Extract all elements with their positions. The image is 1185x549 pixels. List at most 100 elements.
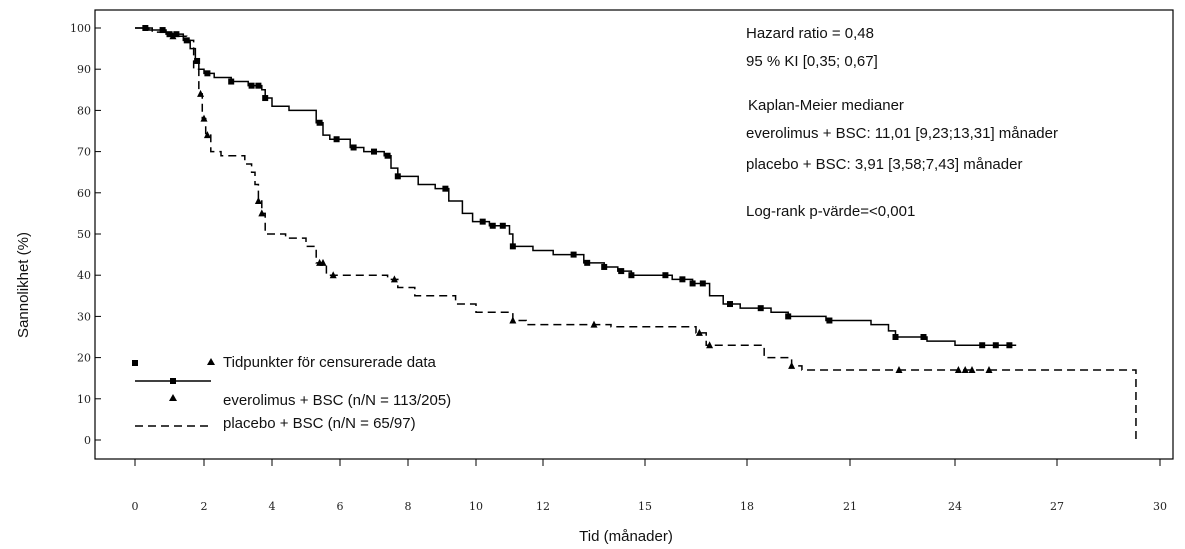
censor-square-marker (384, 152, 391, 159)
x-axis-label: Tid (månader) (579, 528, 673, 545)
y-tick-label: 100 (70, 22, 91, 35)
censor-square-marker (1006, 342, 1013, 349)
legend-everolimus-marker (170, 378, 176, 384)
x-tick-label: 30 (1153, 500, 1167, 513)
censor-square-marker (499, 222, 506, 229)
censor-triangle-marker (985, 365, 993, 373)
censor-square-marker (662, 272, 669, 279)
x-tick-label: 8 (405, 500, 412, 513)
series-layer (135, 25, 1137, 440)
placebo-curve (135, 27, 1137, 440)
censor-triangle-marker (390, 275, 398, 283)
y-tick-label: 90 (77, 63, 91, 76)
censor-square-marker (159, 27, 166, 34)
censor-triangle-marker (254, 197, 262, 205)
censor-square-marker (892, 334, 899, 340)
log-rank-text: Log-rank p-värde=<0,001 (746, 203, 915, 220)
y-axis-label: Sannolikhet (%) (15, 232, 32, 338)
legend-everolimus-label: everolimus + BSC (n/N = 113/205) (223, 392, 451, 409)
censor-triangle-marker (590, 320, 598, 328)
censor-square-marker (316, 119, 323, 126)
censor-square-marker (570, 251, 577, 258)
censor-square-marker (509, 243, 516, 250)
censor-square-marker (920, 334, 927, 340)
km-median-heading: Kaplan-Meier medianer (748, 97, 904, 114)
x-tick-label: 12 (536, 500, 550, 513)
confidence-interval-text: 95 % KI [0,35; 0,67] (746, 53, 878, 70)
censor-triangle-marker (695, 328, 703, 336)
legend-censor-square-icon (132, 360, 138, 366)
censor-square-marker (785, 313, 792, 320)
censor-square-marker (142, 25, 149, 31)
censor-square-marker (679, 276, 686, 283)
censor-square-marker (689, 280, 696, 287)
censor-square-marker (727, 301, 733, 308)
legend-censor-triangle-icon (207, 358, 215, 365)
censor-square-marker (194, 57, 201, 64)
censor-triangle-marker (954, 365, 962, 373)
x-tick-label: 27 (1050, 500, 1064, 513)
censor-square-marker (350, 144, 357, 151)
censor-square-marker (618, 268, 625, 275)
placebo-median-text: placebo + BSC: 3,91 [3,58;7,43] månader (746, 156, 1022, 173)
everolimus-median-text: everolimus + BSC: 11,01 [9,23;13,31] mån… (746, 125, 1058, 142)
x-axis: 0 2 4 6 8 10 12 15 18 21 24 27 30 (132, 459, 1167, 513)
y-tick-label: 70 (77, 146, 91, 159)
censor-square-marker (442, 185, 449, 192)
censor-triangle-marker (329, 271, 337, 279)
censor-triangle-marker (319, 258, 327, 266)
x-tick-label: 10 (469, 500, 483, 513)
censor-triangle-marker (509, 316, 517, 324)
censor-square-marker (262, 95, 269, 102)
censor-triangle-marker (169, 32, 177, 40)
x-tick-label: 21 (843, 500, 857, 513)
censor-square-marker (394, 173, 401, 180)
y-tick-label: 40 (77, 269, 91, 282)
censor-triangle-marker (197, 89, 205, 97)
censor-square-marker (979, 342, 986, 349)
censor-square-marker (628, 272, 635, 279)
censor-triangle-marker (788, 361, 796, 369)
everolimus-curve (135, 27, 1017, 346)
censor-square-marker (992, 342, 999, 349)
y-tick-label: 20 (77, 352, 91, 365)
censor-triangle-marker (706, 341, 714, 349)
y-tick-label: 80 (77, 104, 91, 117)
censor-square-marker (479, 218, 486, 225)
censor-square-marker (584, 259, 591, 266)
censor-triangle-marker (203, 131, 211, 139)
x-tick-label: 6 (337, 500, 344, 513)
x-tick-label: 24 (948, 500, 962, 513)
censor-square-marker (757, 305, 764, 312)
x-tick-label: 15 (638, 500, 652, 513)
legend-censor-label: Tidpunkter för censurerade data (223, 354, 437, 371)
x-tick-label: 4 (269, 500, 276, 513)
censor-triangle-marker (968, 365, 976, 373)
censor-triangle-marker (961, 365, 969, 373)
censor-triangle-marker (895, 365, 903, 373)
censor-square-marker (601, 263, 608, 270)
censor-square-marker (248, 82, 255, 89)
y-tick-label: 0 (84, 434, 91, 447)
x-tick-label: 18 (740, 500, 754, 513)
censor-square-marker (173, 31, 180, 38)
censor-triangle-marker (258, 209, 266, 217)
censor-triangle-marker (200, 114, 208, 122)
censor-square-marker (826, 317, 833, 324)
censor-square-marker (228, 78, 235, 85)
censor-square-marker (699, 280, 706, 287)
legend-triangle-icon (169, 394, 177, 401)
legend-placebo-label: placebo + BSC (n/N = 65/97) (223, 415, 416, 432)
y-axis: 0 10 20 30 40 50 60 70 80 90 100 (70, 22, 101, 447)
y-tick-label: 60 (77, 187, 91, 200)
x-tick-label: 2 (201, 500, 208, 513)
censor-square-marker (333, 136, 340, 143)
y-tick-label: 10 (77, 393, 91, 406)
censor-square-marker (371, 148, 377, 155)
y-tick-label: 50 (77, 228, 91, 241)
censor-square-marker (489, 222, 496, 229)
censor-square-marker (183, 37, 190, 44)
legend: Tidpunkter för censurerade data everolim… (132, 354, 451, 432)
censor-square-marker (204, 70, 211, 77)
